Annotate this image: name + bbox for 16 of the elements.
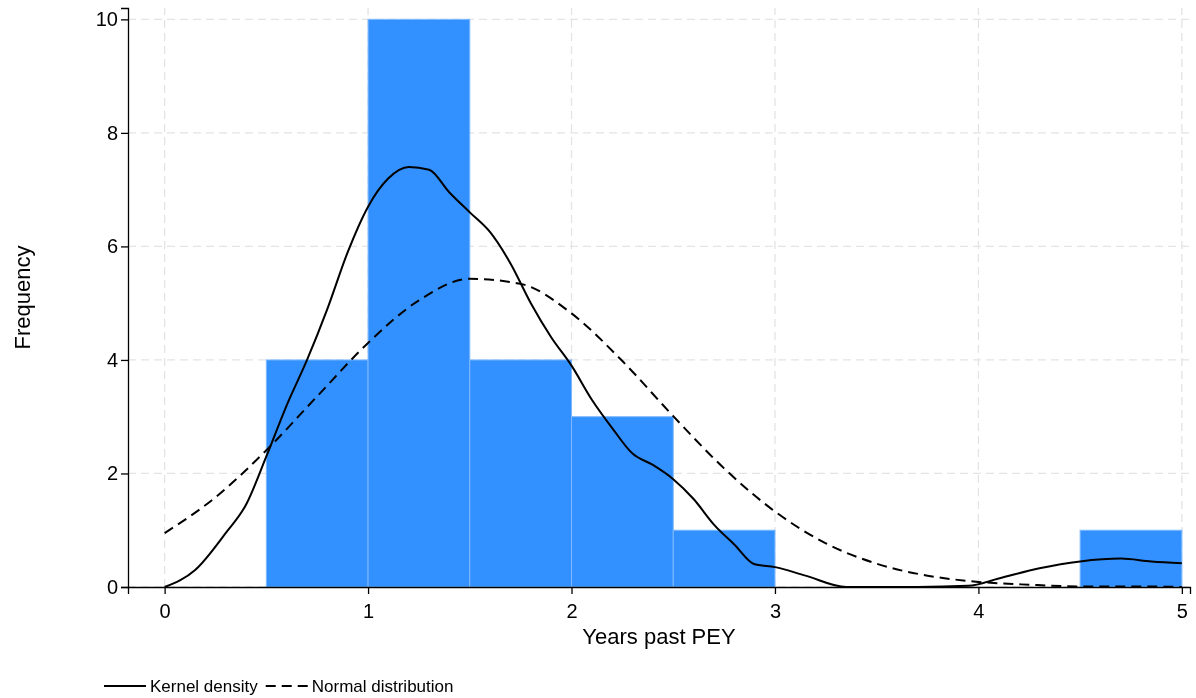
x-tick-label: 5 xyxy=(1176,600,1188,622)
x-tick-label: 4 xyxy=(973,600,985,622)
y-tick-label: 6 xyxy=(106,235,118,258)
y-tick-label: 10 xyxy=(95,8,118,31)
y-tick-label: 0 xyxy=(106,575,118,598)
x-tick-label: 3 xyxy=(769,600,782,622)
legend-label: Kernel density xyxy=(150,677,259,696)
x-tick-label: 1 xyxy=(363,600,375,622)
y-tick-label: 2 xyxy=(106,462,118,485)
y-tick-label: 4 xyxy=(106,348,118,371)
x-tick-label: 2 xyxy=(566,600,578,622)
legend-label: Normal distribution xyxy=(311,677,454,696)
y-axis-title: Frequency xyxy=(10,245,35,350)
y-tick-label: 8 xyxy=(106,121,118,144)
x-tick-label: 0 xyxy=(159,600,171,622)
x-axis-title: Years past PEY xyxy=(582,624,736,649)
